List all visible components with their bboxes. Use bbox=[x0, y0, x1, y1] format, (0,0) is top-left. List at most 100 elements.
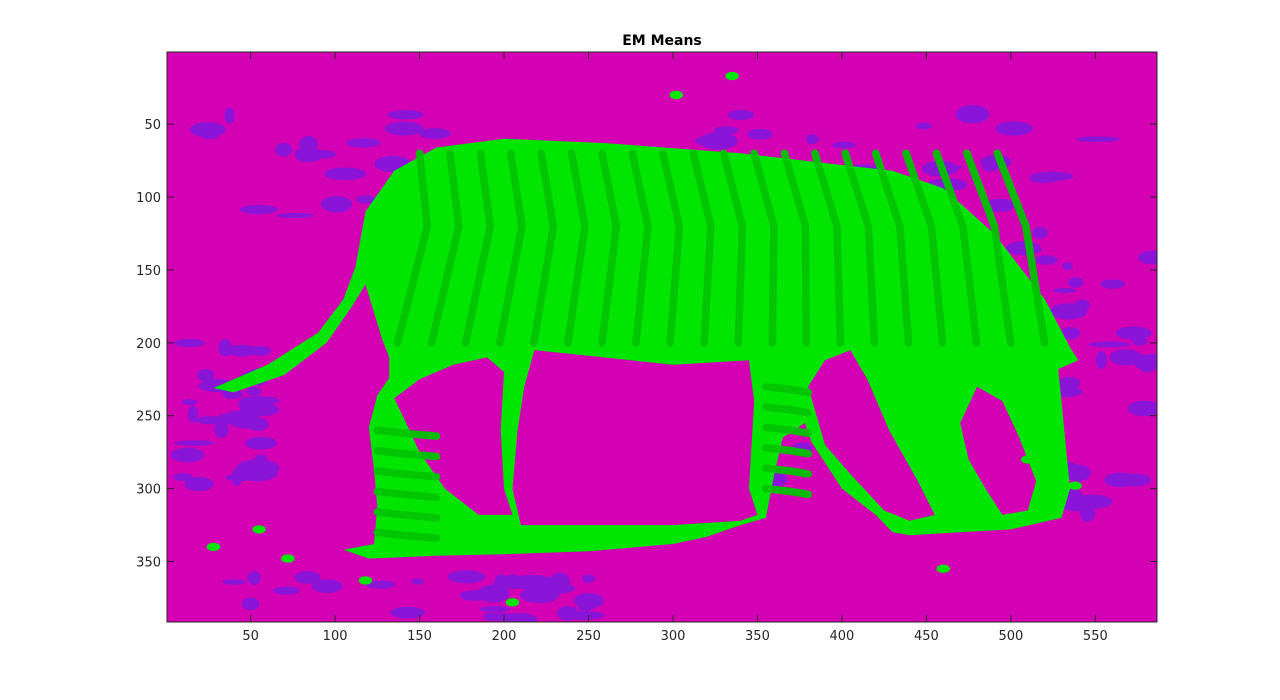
secondary-cluster-blob bbox=[915, 122, 933, 130]
background-gap-region bbox=[808, 350, 935, 521]
secondary-cluster-blob bbox=[525, 576, 539, 592]
secondary-cluster-blob bbox=[390, 606, 426, 619]
secondary-cluster-blob bbox=[1068, 277, 1084, 288]
secondary-cluster-blob bbox=[955, 105, 990, 124]
secondary-cluster-blob bbox=[832, 141, 856, 149]
zebra-stripe bbox=[902, 149, 947, 347]
secondary-cluster-blob bbox=[1006, 241, 1041, 256]
secondary-cluster-blob bbox=[747, 128, 773, 140]
x-tick-label: 400 bbox=[830, 629, 855, 644]
zebra-stripe bbox=[750, 149, 778, 347]
zebra-stripe bbox=[762, 484, 812, 499]
secondary-cluster-blob bbox=[181, 399, 198, 406]
y-tick-label: 150 bbox=[136, 264, 161, 279]
secondary-cluster-blob bbox=[228, 410, 263, 419]
x-tick-label: 300 bbox=[661, 629, 686, 644]
zebra-stripe bbox=[811, 149, 845, 347]
secondary-cluster-blob bbox=[170, 447, 205, 463]
segmentation-image bbox=[167, 52, 1157, 622]
secondary-cluster-blob bbox=[549, 572, 571, 591]
secondary-cluster-blob bbox=[308, 150, 336, 159]
secondary-cluster-blob bbox=[806, 134, 819, 145]
secondary-cluster-blob bbox=[447, 570, 486, 584]
secondary-cluster-blob bbox=[418, 128, 451, 139]
secondary-cluster-blob bbox=[224, 107, 235, 124]
secondary-cluster-blob bbox=[1074, 299, 1090, 312]
secondary-cluster-blob bbox=[694, 135, 726, 147]
secondary-cluster-blob bbox=[384, 121, 424, 136]
secondary-cluster-blob bbox=[276, 212, 314, 219]
y-tick-label: 250 bbox=[136, 410, 161, 425]
secondary-cluster-blob bbox=[1062, 262, 1073, 271]
zebra-stripe bbox=[762, 423, 812, 437]
zebra-stripe bbox=[762, 444, 812, 458]
secondary-cluster-blob bbox=[1058, 376, 1081, 390]
green-speck bbox=[505, 598, 520, 607]
secondary-cluster-blob bbox=[214, 420, 230, 439]
secondary-cluster-blob bbox=[324, 167, 367, 181]
secondary-cluster-blob bbox=[187, 405, 199, 423]
secondary-cluster-blob bbox=[240, 204, 278, 215]
zebra-stripe bbox=[719, 149, 747, 347]
secondary-cluster-blob bbox=[273, 586, 300, 595]
secondary-cluster-blob bbox=[225, 344, 259, 357]
zebra-stripe bbox=[762, 464, 812, 478]
x-tick-label: 250 bbox=[576, 629, 601, 644]
y-tick-label: 100 bbox=[136, 191, 161, 206]
secondary-cluster-blob bbox=[365, 580, 396, 589]
green-speck-regions bbox=[206, 71, 1082, 607]
zebra-stripe bbox=[373, 426, 441, 440]
axes-box bbox=[166, 51, 1158, 623]
secondary-cluster-blob bbox=[173, 440, 215, 446]
zebra-stripe bbox=[373, 446, 441, 461]
zebra-stripe bbox=[373, 487, 441, 502]
secondary-cluster-blob bbox=[294, 571, 321, 584]
secondary-cluster-blob bbox=[1138, 250, 1157, 265]
zebra-stripe bbox=[461, 149, 495, 347]
secondary-cluster-blob bbox=[189, 122, 226, 138]
zebra-stripe bbox=[373, 528, 441, 542]
secondary-cluster-blob bbox=[1079, 504, 1096, 522]
y-tick-label: 50 bbox=[144, 118, 161, 133]
green-speck bbox=[725, 71, 739, 81]
secondary-cluster-blob bbox=[247, 571, 261, 585]
x-tick-label: 550 bbox=[1083, 629, 1108, 644]
secondary-cluster-blob bbox=[221, 388, 244, 400]
secondary-cluster-blob bbox=[1095, 351, 1107, 369]
secondary-cluster-blob bbox=[1088, 341, 1131, 348]
secondary-cluster-blob bbox=[218, 338, 233, 357]
secondary-cluster-blob bbox=[246, 386, 262, 396]
secondary-cluster-blob bbox=[985, 198, 1015, 213]
secondary-cluster-blob bbox=[275, 142, 293, 157]
green-speck bbox=[669, 90, 684, 100]
secondary-cluster-blob bbox=[356, 195, 377, 204]
secondary-cluster-blob bbox=[241, 597, 260, 611]
zebra-stripe bbox=[530, 149, 558, 347]
y-tick-label: 200 bbox=[136, 337, 161, 352]
green-speck bbox=[281, 554, 295, 563]
secondary-cluster-blob bbox=[173, 473, 194, 482]
green-speck bbox=[936, 564, 951, 574]
zebra-stripe bbox=[689, 149, 715, 347]
y-tick-label: 300 bbox=[136, 483, 161, 498]
secondary-cluster-blob bbox=[1060, 326, 1081, 340]
secondary-cluster-blob bbox=[235, 459, 280, 478]
green-speck bbox=[1021, 455, 1035, 464]
secondary-cluster-blob bbox=[1129, 331, 1140, 341]
y-tick-label: 350 bbox=[136, 556, 161, 571]
secondary-cluster-blob bbox=[320, 195, 353, 213]
secondary-cluster-blob bbox=[173, 338, 205, 348]
x-tick-label: 450 bbox=[914, 629, 939, 644]
zebra-stripe bbox=[762, 382, 812, 397]
green-speck bbox=[1068, 481, 1082, 490]
secondary-cluster-blob bbox=[519, 587, 560, 604]
chart-title: EM Means bbox=[622, 33, 702, 49]
secondary-cluster-blob bbox=[387, 110, 424, 120]
x-axis: 50 100 150 200 250 300 350 400 450 500 550 bbox=[242, 52, 1108, 644]
secondary-cluster-blob bbox=[995, 121, 1033, 136]
zebra-stripe bbox=[780, 149, 811, 347]
secondary-cluster-blob bbox=[1035, 255, 1058, 265]
zebra-stripe bbox=[932, 149, 981, 347]
x-tick-label: 100 bbox=[323, 629, 348, 644]
